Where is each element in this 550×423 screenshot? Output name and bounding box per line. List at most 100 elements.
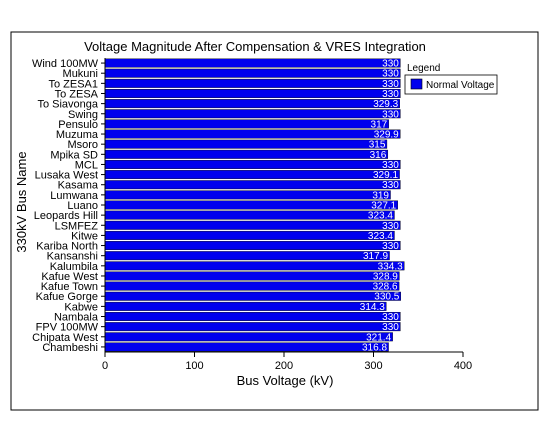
bar	[104, 332, 393, 342]
category-label: Kariba North	[36, 241, 98, 253]
category-label: Kabwe	[64, 301, 98, 313]
category-label: Kansanshi	[47, 251, 98, 263]
category-label: Mpika SD	[50, 149, 98, 161]
bar-value-label: 330	[382, 322, 399, 333]
category-label: Lumwana	[50, 190, 99, 202]
bar-value-label: 330	[382, 160, 399, 171]
bar-value-label: 323.4	[368, 231, 393, 242]
bar	[104, 322, 401, 332]
legend-entry-label: Normal Voltage	[426, 80, 495, 91]
bar-value-label: 317.9	[363, 251, 388, 262]
category-label: Pensulo	[58, 119, 98, 131]
bar-value-label: 328.6	[373, 282, 398, 293]
bar	[104, 159, 401, 169]
bar	[104, 342, 389, 352]
bar-value-labels: 330330330330329.3330317329.9315316330329…	[360, 59, 403, 354]
bar	[104, 109, 401, 119]
bar-value-label: 327.1	[371, 201, 396, 212]
category-label: Nambala	[54, 312, 99, 324]
bar-value-label: 317	[371, 119, 388, 130]
bar-value-label: 330	[382, 59, 399, 70]
bar	[104, 129, 401, 139]
x-axis-ticks: 0 100 200 300 400	[101, 62, 472, 372]
bar-value-label: 329.9	[374, 130, 399, 141]
category-label: Kafue Gorge	[36, 291, 98, 303]
x-tick-label: 0	[102, 360, 108, 372]
bar	[104, 230, 395, 240]
bar-value-label: 330	[382, 89, 399, 100]
category-label: To ZESA1	[48, 78, 98, 90]
bar-value-label: 314.3	[360, 302, 385, 313]
bar	[104, 149, 389, 159]
category-label: Kitwe	[71, 230, 98, 242]
category-label: Luano	[67, 200, 98, 212]
bar	[104, 58, 401, 68]
bar-value-label: 330	[382, 221, 399, 232]
category-label: Kafue West	[41, 271, 98, 283]
bar-value-label: 330	[382, 109, 399, 120]
legend-swatch	[410, 78, 423, 90]
bar	[104, 271, 400, 281]
category-label: Chipata West	[32, 332, 98, 344]
x-tick-label: 300	[364, 360, 382, 372]
bar-value-label: 329.1	[373, 170, 398, 181]
bar	[104, 241, 401, 251]
category-label: Swing	[68, 109, 98, 121]
category-label: Lusaka West	[35, 170, 98, 182]
bar-value-label: 330	[382, 241, 399, 252]
legend: Legend Normal Voltage	[404, 63, 498, 95]
bar	[104, 190, 391, 200]
category-label: Kasama	[58, 180, 99, 192]
y-axis-title: 330kV Bus Name	[14, 151, 29, 252]
category-label: Kalumbila	[50, 261, 99, 273]
category-label: Mukuni	[63, 68, 98, 80]
bar-value-label: 319	[372, 190, 389, 201]
bar	[104, 119, 389, 129]
bar-value-label: 330	[382, 69, 399, 80]
x-tick-label: 200	[275, 360, 293, 372]
category-label: Wind 100MW	[32, 58, 99, 70]
bar	[104, 220, 401, 230]
bar	[104, 170, 400, 180]
bar-value-label: 315	[369, 140, 386, 151]
bar	[104, 68, 401, 78]
category-label: Chambeshi	[42, 342, 98, 354]
bar-value-label: 321.4	[366, 332, 391, 343]
bar-value-label: 329.3	[373, 99, 398, 110]
legend-title: Legend	[407, 63, 440, 74]
category-label: To ZESA	[55, 88, 99, 100]
category-label: Leopards Hill	[34, 210, 98, 222]
bar	[104, 251, 390, 261]
bar-value-label: 330.5	[374, 292, 399, 303]
bar-value-label: 316	[370, 150, 387, 161]
bar	[104, 78, 401, 88]
category-label: LSMFEZ	[55, 220, 99, 232]
bar	[104, 139, 388, 149]
bar	[104, 99, 400, 109]
bar-value-label: 330	[382, 312, 399, 323]
bar-value-label: 323.4	[368, 211, 393, 222]
bar	[104, 312, 401, 321]
bar	[104, 200, 398, 210]
category-label: MCL	[75, 159, 98, 171]
category-label: To Siavonga	[37, 99, 98, 111]
x-tick-label: 100	[185, 360, 203, 372]
bar	[104, 291, 401, 301]
legend-box	[404, 74, 498, 95]
figure-border	[10, 31, 539, 411]
chart-title: Voltage Magnitude After Compensation & V…	[84, 39, 426, 54]
bar-value-label: 316.8	[362, 342, 387, 353]
bar	[104, 210, 395, 220]
category-label: Msoro	[67, 139, 98, 151]
bar-value-label: 334.3	[378, 261, 403, 272]
category-label: Kafue Town	[41, 281, 98, 293]
bar	[104, 89, 401, 98]
bar-series	[104, 58, 405, 352]
bar-value-label: 328.9	[373, 271, 398, 282]
bar-value-label: 330	[382, 79, 399, 90]
bar	[104, 261, 405, 271]
category-label: FPV 100MW	[36, 322, 99, 334]
category-label: Muzuma	[56, 129, 99, 141]
